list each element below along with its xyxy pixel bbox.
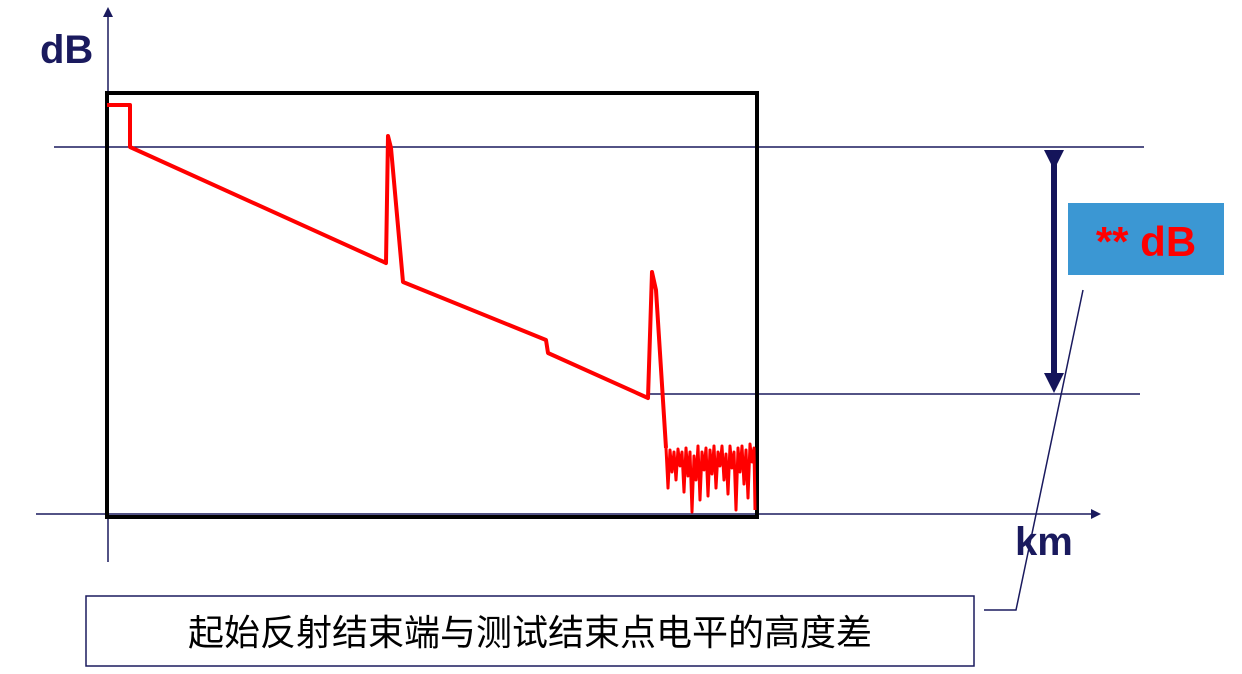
value-label: ** dB — [1096, 218, 1196, 265]
leader-line — [984, 289, 1084, 611]
trace-frame — [105, 91, 759, 519]
caption-box — [85, 595, 975, 667]
y-axis-label: dB — [40, 28, 93, 72]
x-axis-label: km — [1015, 520, 1073, 564]
otdr-trace — [107, 103, 668, 449]
value-box — [1068, 203, 1224, 275]
caption-text: 起始反射结束端与测试结束点电平的高度差 — [188, 613, 872, 654]
noise-trace — [664, 442, 757, 514]
